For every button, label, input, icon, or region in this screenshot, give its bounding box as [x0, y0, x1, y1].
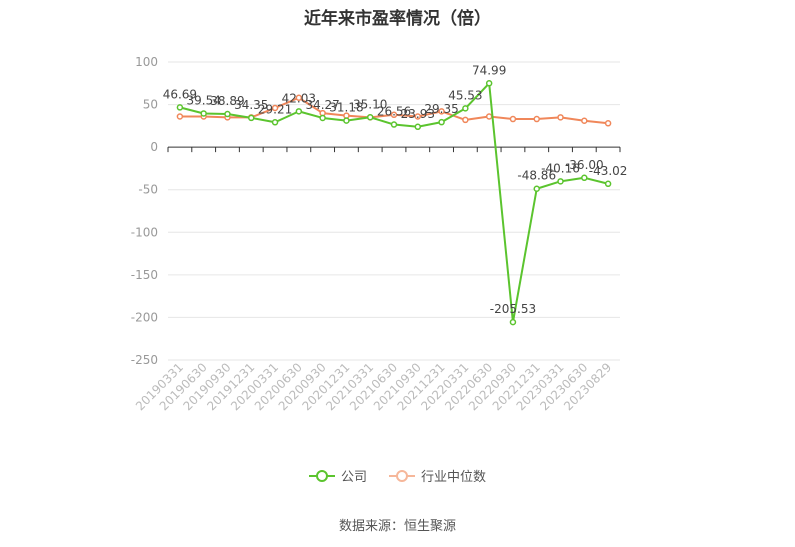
- data-point-company: [581, 174, 588, 182]
- data-point-industry-median: [581, 117, 588, 124]
- data-point-company: [366, 114, 374, 121]
- source-note: 数据来源：恒生聚源: [338, 519, 456, 534]
- data-point-industry-median: [509, 115, 517, 123]
- data-point-company: [509, 318, 517, 326]
- data-point-industry-median: [533, 115, 540, 123]
- data-point-industry-median: [557, 114, 564, 121]
- data-point-company: [462, 105, 469, 112]
- data-label-company: -36.00: [565, 158, 604, 172]
- data-point-company: [485, 80, 493, 87]
- data-point-company: [319, 114, 326, 122]
- y-tick-label: 100: [135, 55, 158, 69]
- data-label-company: 74.99: [472, 63, 506, 77]
- data-point-company: [248, 114, 255, 122]
- legend: 公司 行业中位数: [0, 466, 795, 485]
- data-point-company: [224, 110, 231, 118]
- data-label-company: 34.27: [305, 98, 339, 112]
- data-label-company: 31.18: [329, 101, 363, 115]
- data-point-company: [295, 108, 303, 115]
- data-label-company: -43.02: [589, 164, 628, 178]
- legend-swatch-company: [308, 469, 335, 483]
- data-point-industry-median: [414, 113, 422, 120]
- data-point-company: [533, 185, 540, 192]
- data-label-company: 45.53: [448, 88, 482, 102]
- data-label-company: 34.35: [234, 98, 268, 112]
- data-label-company: 29.35: [424, 102, 458, 116]
- data-label-company: 26.56: [377, 105, 411, 119]
- data-label-company: 29.21: [258, 102, 292, 116]
- legend-label-company: 公司: [340, 470, 367, 485]
- data-label-company: 39.54: [187, 93, 221, 107]
- data-point-industry-median: [271, 104, 279, 112]
- data-label-company: 23.93: [401, 107, 435, 121]
- y-tick-label: -150: [131, 268, 158, 282]
- data-point-industry-median: [295, 94, 303, 102]
- data-point-company: [438, 118, 445, 126]
- y-tick-label: -100: [131, 225, 158, 239]
- data-point-industry-median: [604, 120, 612, 127]
- y-tick-label: -50: [138, 183, 158, 197]
- data-point-company: [557, 178, 564, 185]
- y-tick-label: -250: [131, 353, 158, 367]
- data-point-company: [200, 110, 207, 117]
- data-label-company: 46.69: [163, 87, 197, 101]
- legend-item-industry-median[interactable]: 行业中位数: [389, 466, 486, 485]
- legend-label-industry-median: 行业中位数: [421, 470, 487, 485]
- data-point-company: [176, 104, 184, 111]
- data-point-industry-median: [390, 111, 398, 119]
- data-point-industry-median: [462, 116, 469, 124]
- data-point-company: [604, 180, 612, 188]
- data-point-company: [390, 121, 398, 128]
- data-label-company: -40.16: [541, 161, 580, 175]
- data-point-industry-median: [176, 113, 184, 120]
- y-tick-label: 0: [150, 140, 158, 154]
- data-point-company: [414, 123, 422, 131]
- data-label-company: -205.53: [490, 302, 536, 316]
- data-point-industry-median: [438, 108, 445, 115]
- data-label-company: -48.86: [517, 169, 556, 183]
- data-label-company: 35.10: [353, 97, 387, 111]
- y-tick-label: 50: [143, 98, 158, 112]
- legend-item-company[interactable]: 公司: [308, 466, 367, 485]
- y-tick-label: -200: [131, 310, 158, 324]
- data-label-company: 38.89: [210, 94, 244, 108]
- legend-swatch-industry-median: [389, 469, 415, 483]
- data-point-company: [343, 117, 350, 124]
- chart-title: 近年来市盈率情况（倍）: [304, 9, 491, 29]
- data-label-company: 42.03: [282, 91, 316, 105]
- data-point-company: [271, 119, 279, 126]
- data-point-industry-median: [485, 113, 493, 120]
